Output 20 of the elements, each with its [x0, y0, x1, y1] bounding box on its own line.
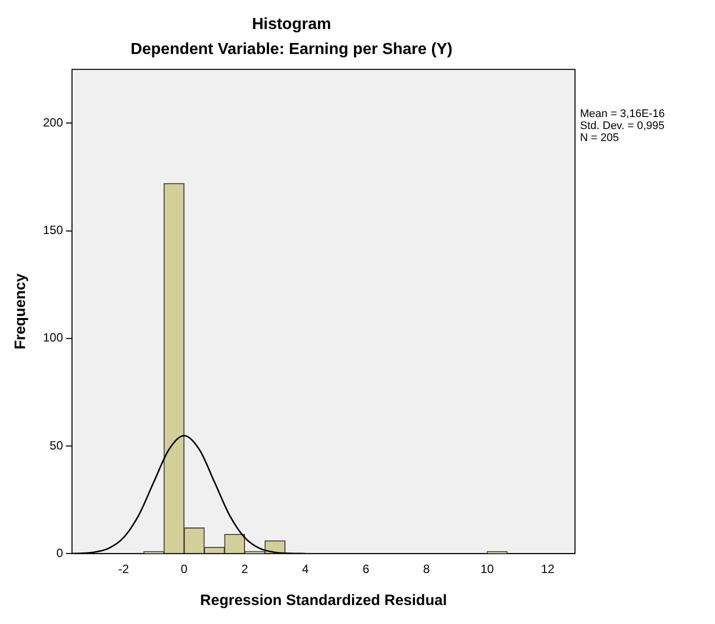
y-tick-label: 150: [42, 223, 64, 238]
x-tick-label: 12: [541, 562, 555, 576]
y-tick-label: 50: [50, 438, 64, 452]
x-axis-title: Regression Standardized Residual: [200, 592, 447, 610]
text: Std. Dev. = 0,995: [580, 120, 665, 132]
x-tick-label: 0: [180, 562, 188, 576]
x-tick-label: 4: [302, 562, 309, 576]
x-tick-label: 8: [423, 562, 430, 576]
x-tick-label: -2: [118, 562, 130, 576]
chart-subtitle: Dependent Variable: Earning per Share (Y): [130, 41, 452, 58]
text: Mean = 3,16E-16: [580, 108, 665, 120]
x-tick-label: 2: [241, 562, 248, 576]
y-axis-title: Frequency: [12, 272, 30, 350]
chart-title: Histogram: [252, 16, 332, 34]
y-tick-label: 200: [42, 116, 64, 130]
x-tick-label: 10: [480, 562, 494, 576]
y-tick-label: 0: [56, 546, 64, 560]
y-tick-label: 100: [42, 330, 64, 345]
x-tick-label: 6: [362, 562, 370, 576]
text: N = 205: [580, 132, 620, 144]
